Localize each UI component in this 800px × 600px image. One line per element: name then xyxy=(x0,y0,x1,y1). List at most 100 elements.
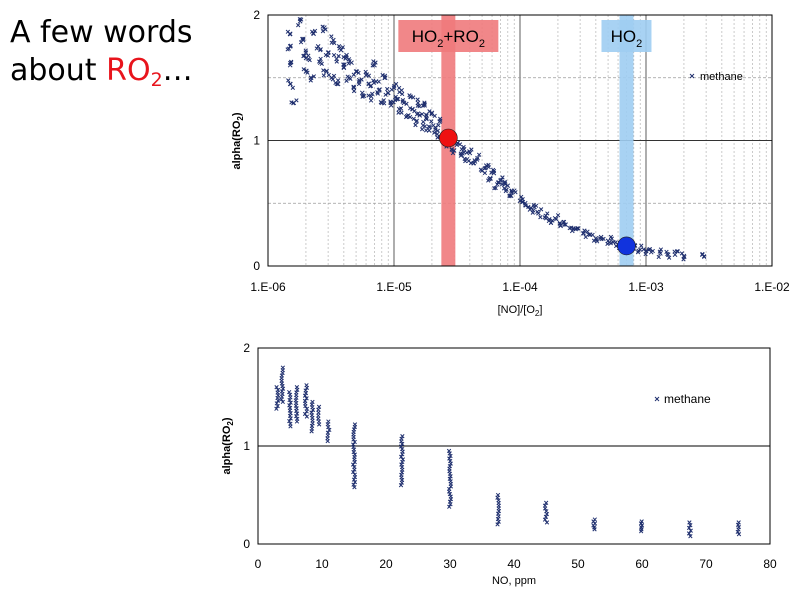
bottom-data-point xyxy=(400,457,406,462)
top-data-point xyxy=(392,97,398,103)
bottom-data-point xyxy=(350,462,356,467)
top-data-point xyxy=(395,96,401,102)
top-data-point xyxy=(371,80,377,85)
top-data-point xyxy=(289,60,294,65)
top-data-point xyxy=(415,97,420,102)
top-data-point xyxy=(294,98,299,103)
bottom-chart-plot-frame xyxy=(257,347,771,545)
top-data-point xyxy=(457,142,463,147)
title-line-2: about RO2… xyxy=(10,52,230,90)
top-data-point xyxy=(368,83,374,88)
top-y-tick-label: 2 xyxy=(253,8,260,22)
bottom-data-point xyxy=(288,421,293,426)
top-data-point xyxy=(594,239,600,244)
top-data-point xyxy=(357,79,362,85)
top-data-point xyxy=(641,247,646,252)
top-data-point xyxy=(331,73,337,79)
bottom-data-point xyxy=(294,385,300,390)
top-data-point xyxy=(410,107,415,112)
bottom-data-point xyxy=(495,522,500,527)
bottom-data-point xyxy=(309,410,314,415)
top-data-point xyxy=(582,228,587,233)
bottom-data-point xyxy=(280,365,286,370)
bottom-data-point xyxy=(275,403,280,409)
top-band-label: HO2 xyxy=(611,27,643,50)
top-data-point xyxy=(432,113,437,119)
top-data-point xyxy=(314,46,319,51)
top-chart-legend: methane xyxy=(689,71,743,83)
title-suffix: … xyxy=(162,53,193,88)
bottom-data-point xyxy=(274,385,279,390)
top-data-point xyxy=(526,204,531,210)
top-data-point xyxy=(461,144,466,150)
top-data-point xyxy=(347,58,352,64)
top-data-point xyxy=(636,248,641,253)
top-band-label-part: 2 xyxy=(437,38,443,50)
top-x-tick-label: 1.E-03 xyxy=(628,280,664,294)
top-data-point xyxy=(520,199,526,205)
bottom-data-point xyxy=(316,407,321,412)
top-data-point xyxy=(492,186,497,191)
top-data-point xyxy=(351,88,357,94)
bottom-data-point xyxy=(304,396,309,401)
bottom-data-point xyxy=(542,517,548,522)
top-data-point xyxy=(363,69,368,74)
bottom-data-point xyxy=(447,456,452,461)
top-data-point xyxy=(403,114,409,120)
top-data-point xyxy=(366,93,371,98)
top-data-point xyxy=(291,101,296,106)
bottom-data-point xyxy=(639,519,644,524)
top-x-label-main: [NO]/[O xyxy=(498,304,536,316)
bottom-y-label-main: alpha(RO xyxy=(221,425,233,474)
bottom-x-tick-label: 10 xyxy=(315,557,329,571)
top-data-point xyxy=(389,87,394,92)
top-data-point xyxy=(340,45,345,50)
top-y-label-main: alpha(RO xyxy=(231,120,243,169)
top-data-point xyxy=(359,90,365,96)
top-data-point xyxy=(557,220,563,226)
top-chart-y-ticks: 0 1 2 xyxy=(253,8,260,273)
bottom-data-point xyxy=(544,509,549,514)
bottom-y-label-end: ) xyxy=(221,417,233,421)
top-data-point xyxy=(499,177,504,182)
bottom-legend-x xyxy=(654,396,660,402)
top-data-point xyxy=(535,209,540,214)
top-chart-x-ticks: 1.E-06 1.E-05 1.E-04 1.E-03 1.E-02 xyxy=(250,280,790,294)
top-data-point xyxy=(329,34,334,39)
top-chart-band-labels: HO2+RO2 HO2 xyxy=(412,27,643,50)
bottom-data-point xyxy=(316,404,322,409)
top-data-point xyxy=(562,222,567,227)
top-data-point xyxy=(382,75,387,80)
top-data-point xyxy=(450,150,456,156)
top-data-point xyxy=(419,112,425,117)
bottom-data-point xyxy=(287,418,292,424)
top-data-point xyxy=(298,40,304,45)
top-data-point xyxy=(550,218,555,223)
top-data-point xyxy=(336,53,341,59)
top-data-point xyxy=(474,157,480,162)
top-data-point xyxy=(491,168,497,174)
top-data-point xyxy=(478,167,484,172)
top-data-point xyxy=(385,86,390,92)
bottom-data-point xyxy=(495,492,501,498)
top-data-point xyxy=(331,52,337,58)
top-chart: 1.E-06 1.E-05 1.E-04 1.E-03 1.E-02 012 HO2+R… xyxy=(231,8,790,318)
top-data-point xyxy=(672,249,677,254)
top-data-point xyxy=(567,225,572,231)
bottom-data-point xyxy=(686,525,692,531)
top-data-point xyxy=(388,99,393,104)
top-data-point xyxy=(323,52,329,58)
bottom-data-point xyxy=(352,485,357,490)
bottom-data-point xyxy=(302,411,308,417)
top-data-point xyxy=(411,116,416,121)
top-data-point xyxy=(432,130,437,135)
top-data-point xyxy=(341,64,346,70)
top-data-point xyxy=(330,77,336,82)
bottom-data-point xyxy=(275,387,281,393)
top-data-point xyxy=(345,74,350,79)
bottom-data-point xyxy=(326,419,331,424)
top-data-point xyxy=(346,61,351,66)
top-data-point xyxy=(305,70,310,75)
top-legend-marker xyxy=(689,73,695,79)
bottom-data-point xyxy=(352,422,358,427)
